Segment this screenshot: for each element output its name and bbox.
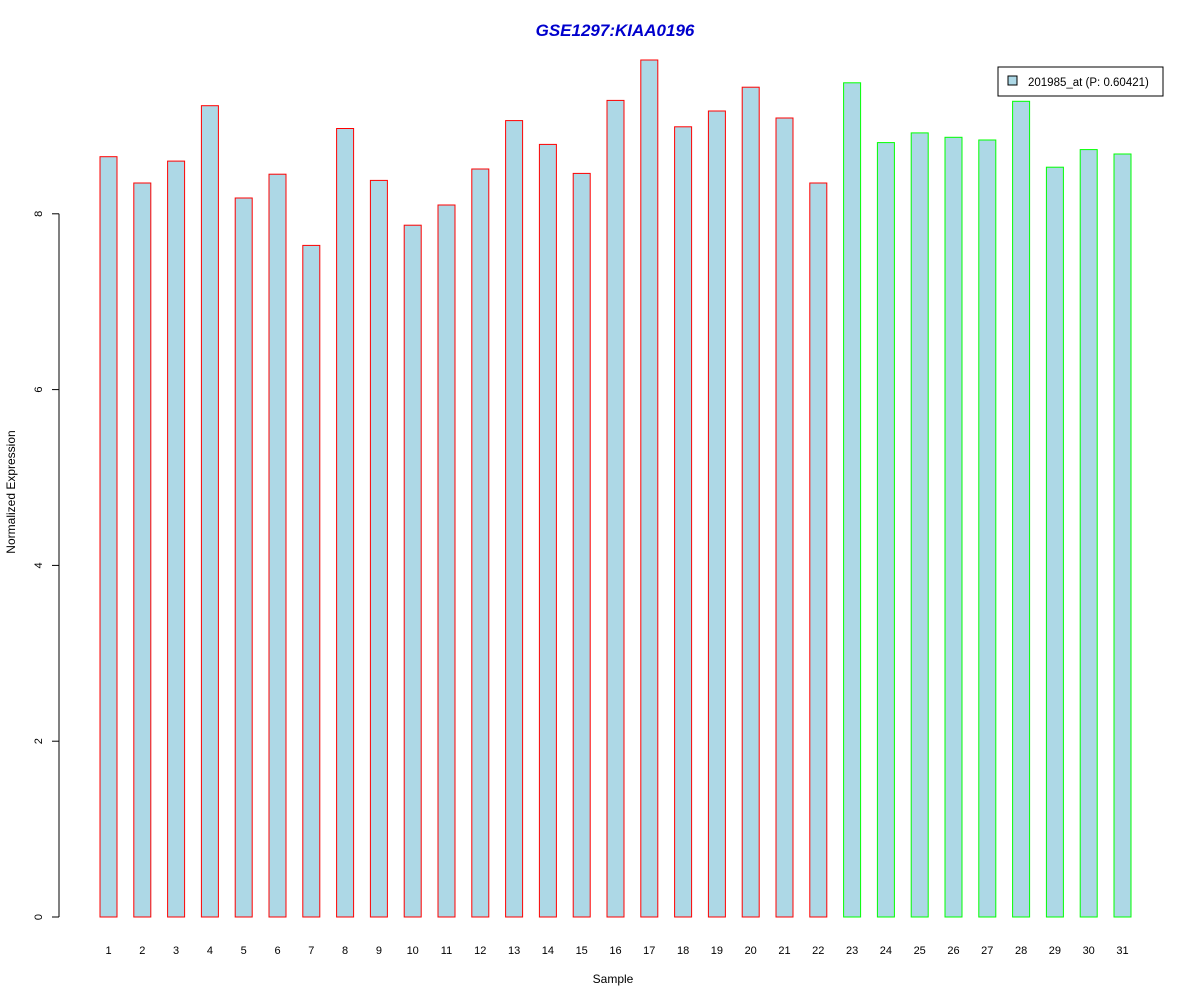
bar-sample-23 bbox=[843, 82, 862, 918]
x-tick-label: 19 bbox=[711, 945, 723, 957]
x-tick-label: 18 bbox=[677, 945, 689, 957]
x-tick-label: 11 bbox=[441, 945, 452, 957]
x-axis-label: Sample bbox=[593, 972, 634, 986]
x-tick-label: 6 bbox=[274, 945, 280, 957]
x-tick-label: 8 bbox=[342, 945, 348, 957]
x-tick-label: 5 bbox=[241, 945, 247, 957]
y-tick-label: 0 bbox=[33, 914, 45, 920]
bar-sample-16 bbox=[606, 99, 625, 918]
bar-sample-24 bbox=[876, 142, 895, 918]
bar-sample-6 bbox=[268, 173, 287, 918]
chart-title: GSE1297:KIAA0196 bbox=[536, 21, 695, 40]
bar-sample-25 bbox=[910, 132, 929, 918]
x-tick-label: 28 bbox=[1015, 945, 1027, 957]
bars-group bbox=[99, 59, 1132, 918]
x-tick-label: 29 bbox=[1049, 945, 1061, 957]
x-tick-label: 21 bbox=[778, 945, 790, 957]
x-tick-label: 10 bbox=[407, 945, 419, 957]
bar-sample-10 bbox=[403, 224, 422, 918]
y-tick-label: 6 bbox=[33, 387, 45, 393]
x-tick-label: 23 bbox=[846, 945, 858, 957]
bar-sample-27 bbox=[978, 139, 997, 918]
bar-sample-4 bbox=[200, 105, 219, 918]
x-tick-label: 2 bbox=[139, 945, 145, 957]
y-tick-label: 8 bbox=[33, 211, 45, 217]
x-tick-label: 14 bbox=[542, 945, 554, 957]
x-tick-label: 24 bbox=[880, 945, 892, 957]
x-tick-label: 25 bbox=[914, 945, 926, 957]
bar-sample-1 bbox=[99, 156, 118, 918]
bar-sample-31 bbox=[1113, 153, 1132, 918]
x-tick-label: 13 bbox=[508, 945, 520, 957]
x-tick-label: 12 bbox=[474, 945, 486, 957]
x-tick-label: 26 bbox=[947, 945, 959, 957]
y-axis-label: Normalized Expression bbox=[4, 430, 18, 553]
bar-sample-15 bbox=[572, 172, 591, 918]
bar-sample-17 bbox=[640, 59, 659, 918]
bar-sample-22 bbox=[809, 182, 828, 918]
legend-swatch bbox=[1007, 75, 1018, 86]
legend-label: 201985_at (P: 0.60421) bbox=[1028, 77, 1149, 89]
bar-sample-8 bbox=[336, 128, 355, 918]
bar-sample-30 bbox=[1079, 149, 1098, 918]
bar-sample-3 bbox=[167, 160, 186, 918]
bar-sample-13 bbox=[505, 120, 524, 918]
x-tick-label: 3 bbox=[173, 945, 179, 957]
bar-sample-26 bbox=[944, 136, 963, 918]
y-tick-label: 4 bbox=[33, 562, 45, 568]
x-tick-label: 9 bbox=[376, 945, 382, 957]
x-tick-label: 22 bbox=[812, 945, 824, 957]
legend: 201985_at (P: 0.60421) bbox=[997, 66, 1164, 97]
bar-sample-14 bbox=[538, 143, 557, 918]
x-tick-label: 20 bbox=[745, 945, 757, 957]
bar-sample-2 bbox=[133, 182, 152, 918]
bar-sample-19 bbox=[707, 110, 726, 918]
x-tick-label: 17 bbox=[643, 945, 655, 957]
legend-box bbox=[997, 66, 1164, 97]
x-tick-label: 27 bbox=[981, 945, 993, 957]
y-tick-label: 2 bbox=[33, 738, 45, 744]
y-axis: 0 2 4 6 8 bbox=[33, 211, 60, 920]
x-tick-label: 7 bbox=[308, 945, 314, 957]
bar-sample-18 bbox=[674, 126, 693, 918]
bar-sample-7 bbox=[302, 244, 321, 918]
bar-sample-5 bbox=[234, 197, 253, 918]
bar-sample-29 bbox=[1045, 166, 1064, 918]
bar-sample-20 bbox=[741, 86, 760, 918]
x-tick-label: 15 bbox=[576, 945, 588, 957]
x-tick-label: 4 bbox=[207, 945, 213, 957]
bar-sample-11 bbox=[437, 204, 456, 918]
x-tick-label: 31 bbox=[1116, 945, 1128, 957]
bar-sample-21 bbox=[775, 117, 794, 918]
x-tick-labels: 1 2 3 4 5 6 7 8 9 10 11 12 13 14 15 16 17 18 19 20 21 22 23 24 2… bbox=[105, 945, 1128, 957]
bar-sample-9 bbox=[369, 179, 388, 918]
bar-sample-28 bbox=[1012, 100, 1031, 918]
x-tick-label: 1 bbox=[105, 945, 111, 957]
x-tick-label: 30 bbox=[1083, 945, 1095, 957]
x-tick-label: 16 bbox=[609, 945, 621, 957]
bar-sample-12 bbox=[471, 168, 490, 918]
